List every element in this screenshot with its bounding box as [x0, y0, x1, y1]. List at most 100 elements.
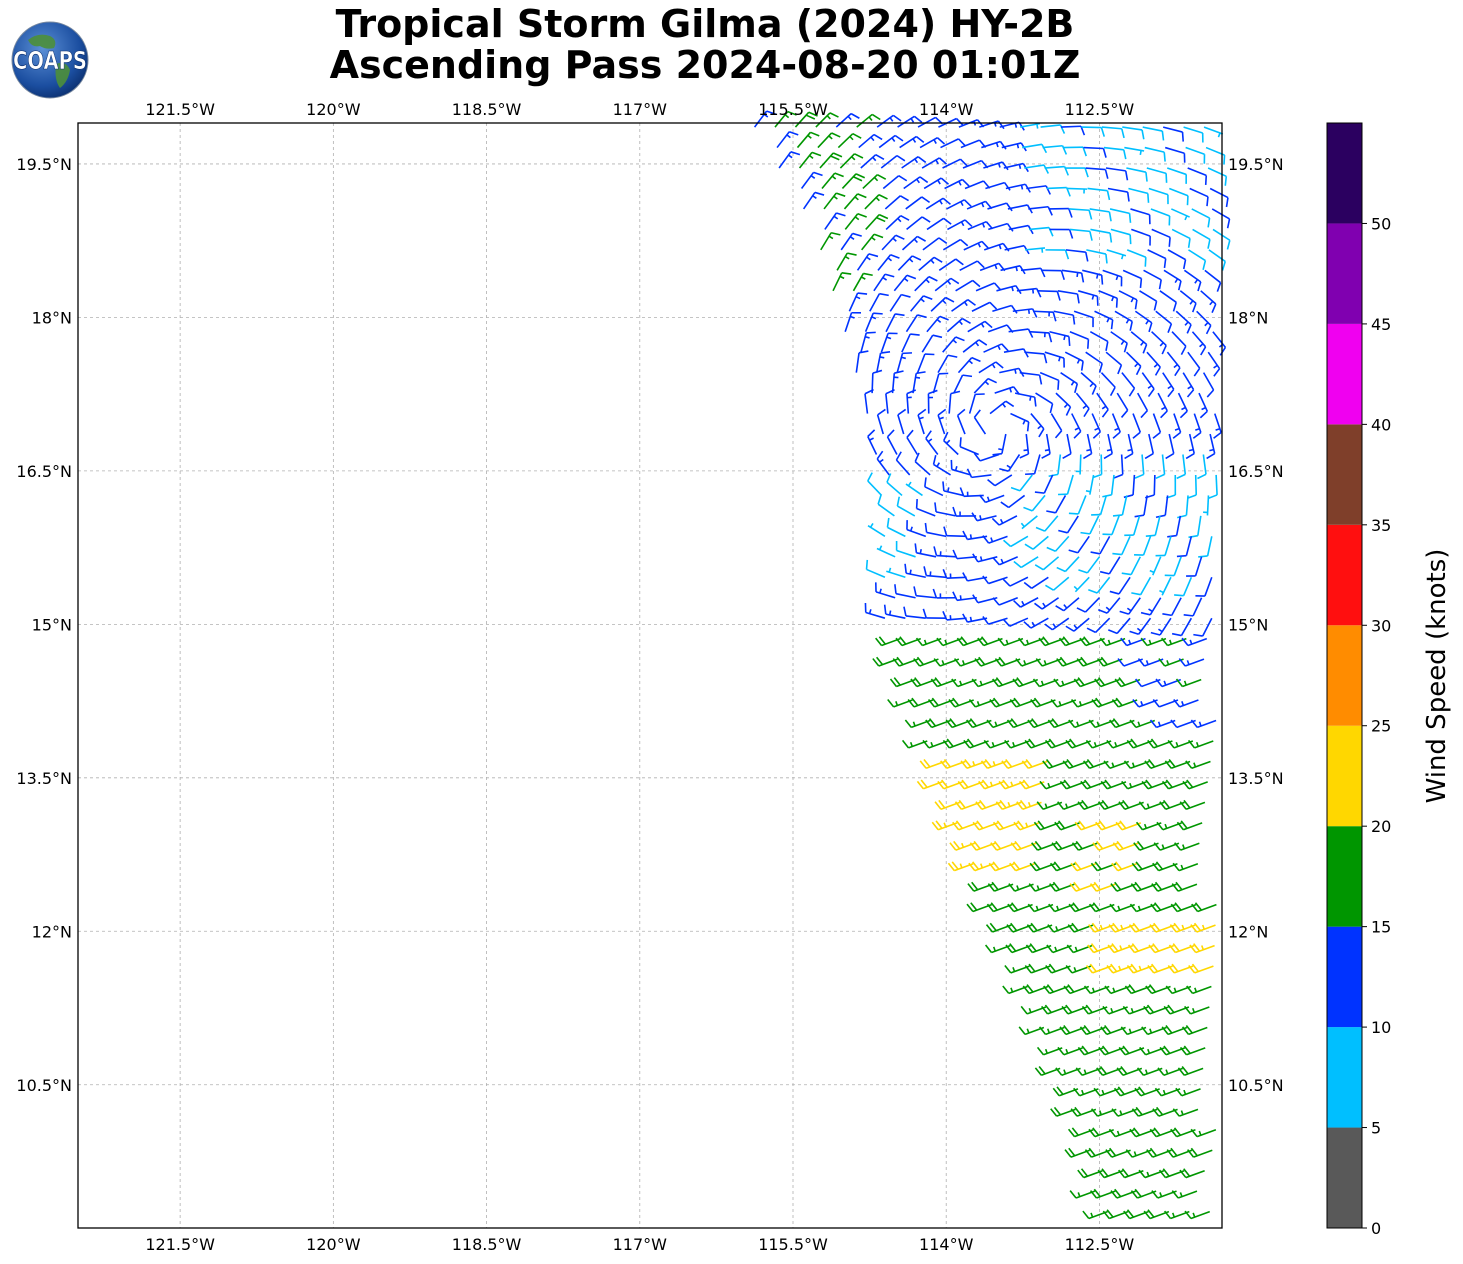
- barb-feather: [1043, 353, 1048, 364]
- barb-feather: [1127, 944, 1136, 953]
- barb-feather: [1089, 1190, 1098, 1199]
- barb-feather: [1096, 840, 1104, 850]
- barb-half-feather: [844, 255, 850, 260]
- wind-barb: [1181, 637, 1208, 647]
- wind-barb: [1207, 474, 1218, 500]
- barb-half-feather: [914, 158, 919, 164]
- wind-barb: [1044, 617, 1070, 631]
- barb-shaft: [1057, 454, 1062, 475]
- barb-feather: [1102, 148, 1107, 158]
- barb-feather: [972, 553, 979, 563]
- barb-feather: [989, 922, 997, 932]
- wind-barb: [1082, 269, 1104, 285]
- barb-feather: [1179, 410, 1188, 419]
- barb-feather: [1121, 572, 1132, 576]
- barb-feather: [1037, 820, 1045, 829]
- barb-feather: [1143, 1005, 1151, 1015]
- wind-barb: [992, 304, 1018, 314]
- barb-feather: [1024, 965, 1032, 974]
- barb-feather: [894, 134, 904, 142]
- barb-half-feather: [1143, 823, 1147, 829]
- barb-feather: [1219, 346, 1227, 356]
- barb-shaft: [899, 135, 917, 149]
- barb-shaft: [925, 437, 939, 455]
- barb-half-feather: [1090, 1212, 1094, 1218]
- barb-half-feather: [1091, 294, 1095, 300]
- wind-barb: [1184, 1210, 1211, 1220]
- barb-feather: [1013, 560, 1022, 569]
- wind-barb: [875, 351, 891, 373]
- barb-feather: [1144, 452, 1154, 460]
- barb-half-feather: [1111, 296, 1115, 302]
- barb-feather: [1190, 924, 1198, 933]
- wind-barb: [1191, 331, 1207, 356]
- barb-feather: [1071, 922, 1079, 932]
- barb-shaft: [988, 535, 1008, 544]
- barb-half-feather: [1181, 924, 1185, 930]
- barb-feather: [1108, 1128, 1116, 1138]
- barb-feather: [1031, 308, 1038, 318]
- wind-barb: [1131, 576, 1152, 596]
- barb-shaft: [906, 528, 927, 538]
- barb-shaft: [1183, 126, 1203, 134]
- barb-feather: [1002, 578, 1011, 587]
- barb-feather: [1045, 965, 1053, 974]
- wind-barb: [1192, 413, 1202, 439]
- barb-feather: [1130, 1190, 1138, 1199]
- barb-feather: [1002, 618, 1011, 627]
- lon-tick-label-bottom: 120°W: [306, 1235, 361, 1254]
- wind-barb: [855, 350, 869, 373]
- barb-shaft: [1177, 392, 1188, 412]
- wind-barb: [1167, 249, 1187, 270]
- wind-barb: [1179, 1168, 1205, 1179]
- barb-feather: [1013, 697, 1021, 707]
- barb-feather: [966, 719, 974, 728]
- barb-shaft: [956, 415, 966, 435]
- barb-shaft: [978, 361, 997, 374]
- wind-barb: [1022, 143, 1048, 154]
- barb-feather: [988, 862, 996, 872]
- barb-feather: [1086, 339, 1090, 349]
- wind-barb: [1155, 310, 1173, 333]
- barb-half-feather: [810, 174, 816, 179]
- barb-half-feather: [1063, 1069, 1067, 1075]
- barb-feather: [922, 608, 927, 619]
- barb-feather: [1101, 1045, 1110, 1054]
- wind-barb: [1023, 576, 1049, 589]
- wind-barb: [796, 131, 820, 149]
- barb-half-feather: [1188, 448, 1194, 452]
- barb-feather: [814, 191, 825, 196]
- barb-shaft: [1137, 617, 1152, 635]
- logo-text: COAPS: [13, 46, 87, 75]
- barb-half-feather: [1127, 448, 1133, 452]
- barb-feather: [1148, 322, 1153, 333]
- barb-feather: [1118, 1169, 1126, 1179]
- barb-half-feather: [1063, 604, 1068, 609]
- barb-shaft: [774, 111, 789, 128]
- barb-feather: [1226, 240, 1231, 250]
- barb-feather: [1167, 1004, 1175, 1013]
- barb-feather: [1158, 1169, 1167, 1179]
- barb-feather: [1174, 842, 1182, 851]
- barb-shaft: [948, 393, 952, 414]
- barb-shaft: [776, 131, 790, 149]
- barb-feather: [1135, 821, 1144, 831]
- wind-barb: [985, 181, 1011, 191]
- barb-feather: [1107, 944, 1115, 953]
- barb-feather: [1181, 1026, 1190, 1035]
- wind-barb: [1191, 902, 1217, 913]
- barb-shaft: [1127, 433, 1134, 454]
- barb-shaft: [1197, 515, 1202, 536]
- wind-barb: [774, 110, 797, 128]
- barb-feather: [1134, 881, 1142, 891]
- barb-shaft: [841, 173, 857, 190]
- barb-shaft: [1116, 617, 1131, 634]
- barb-half-feather: [1194, 279, 1199, 284]
- barb-feather: [813, 171, 823, 177]
- barb-feather: [924, 477, 927, 487]
- barb-half-feather: [1140, 701, 1144, 706]
- barb-feather: [1018, 780, 1027, 790]
- barb-half-feather: [1058, 701, 1062, 706]
- barb-feather: [959, 487, 965, 497]
